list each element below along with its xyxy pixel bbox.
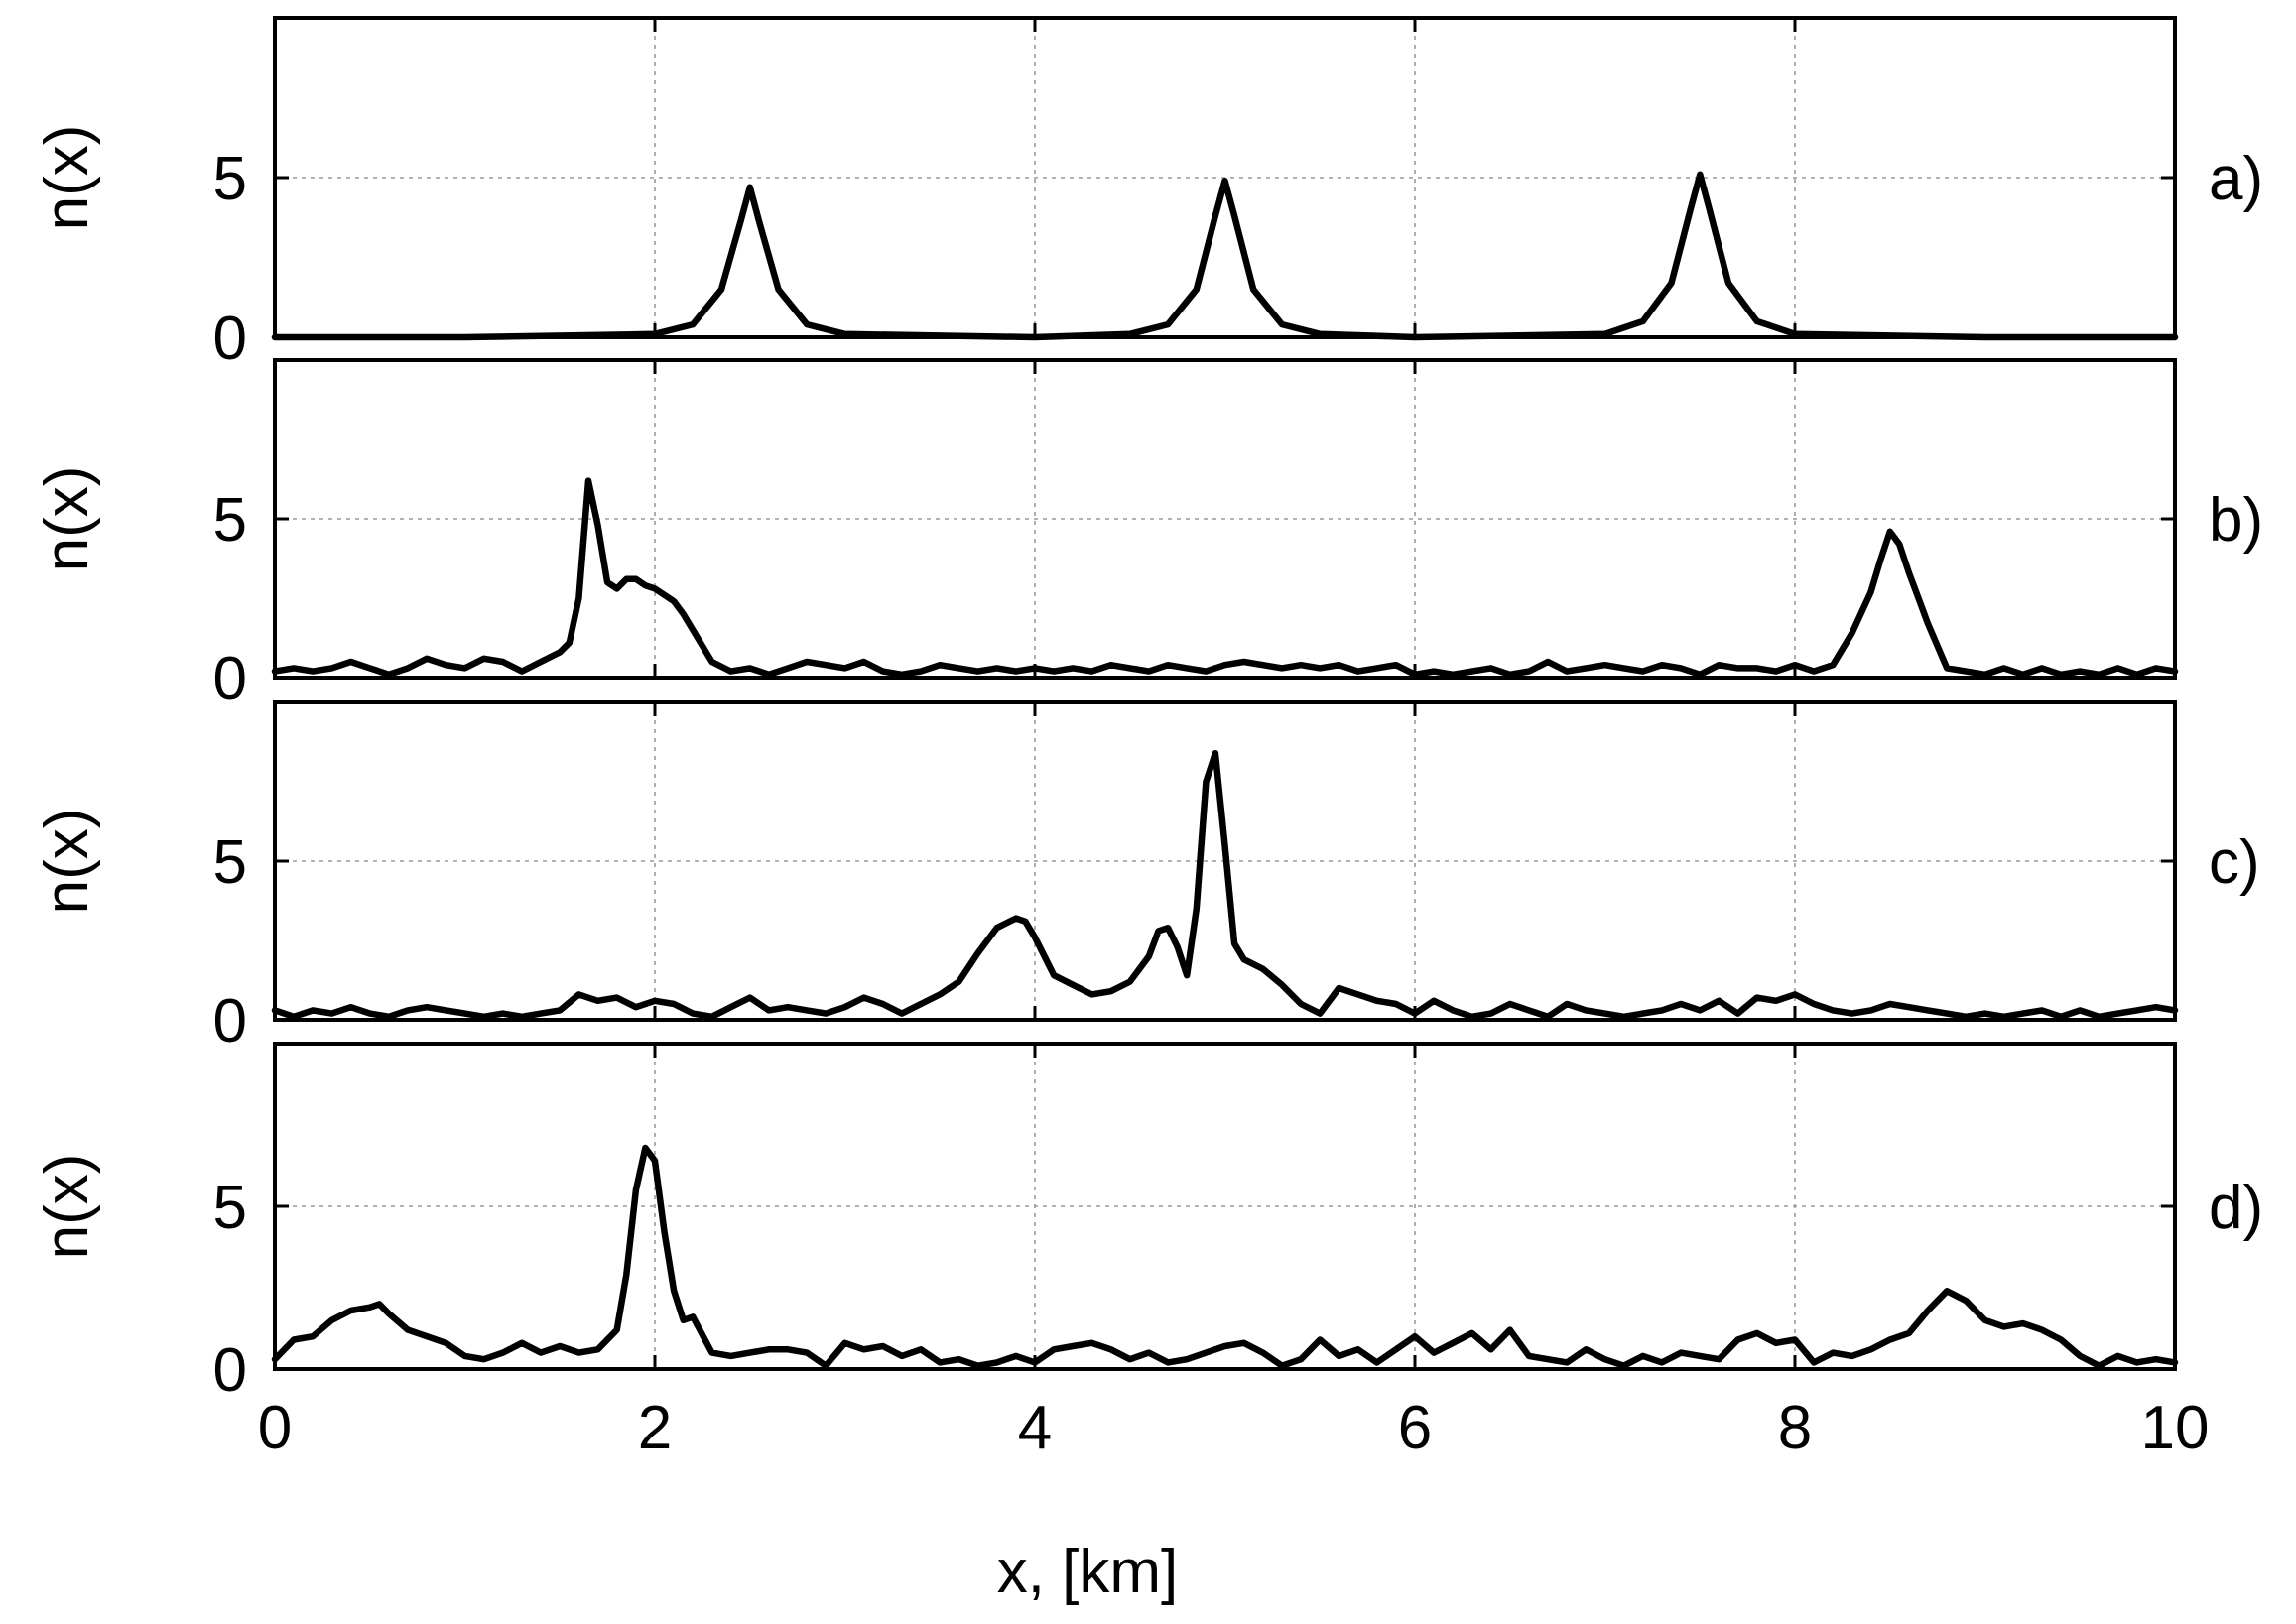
chart-panels: 0 5 n(x) a) 0 5 n(x) b) 0 5 n(x) c) 0 5 n(x) d) [33, 16, 2263, 1405]
panel-b: 0 5 n(x) b) [33, 358, 2263, 713]
y-axis-label: n(x) [33, 466, 101, 572]
y-tick-label: 5 [213, 1174, 247, 1242]
y-tick-label: 0 [213, 987, 247, 1056]
y-tick-label: 0 [213, 305, 247, 373]
panel-label: b) [2209, 486, 2263, 555]
x-axis: 0 2 4 6 8 10 [258, 1394, 2210, 1462]
y-tick-label: 0 [213, 645, 247, 713]
x-tick-label: 6 [1398, 1394, 1432, 1462]
y-tick-label: 5 [213, 486, 247, 555]
x-tick-label: 8 [1778, 1394, 1812, 1462]
x-tick-label: 10 [2141, 1394, 2210, 1462]
y-tick-label: 5 [213, 145, 247, 213]
series-line [271, 749, 2179, 1021]
y-axis-label: n(x) [33, 1154, 101, 1260]
y-tick-label: 0 [213, 1336, 247, 1405]
panel-label: a) [2209, 145, 2263, 213]
y-tick-label: 5 [213, 828, 247, 897]
y-axis-label: n(x) [33, 809, 101, 915]
series-line [271, 1144, 2179, 1369]
panel-label: d) [2209, 1174, 2263, 1242]
panel-label: c) [2209, 828, 2260, 897]
series-line [271, 171, 2179, 341]
x-tick-label: 0 [258, 1394, 292, 1462]
y-axis-label: n(x) [33, 125, 101, 231]
x-tick-label: 2 [638, 1394, 672, 1462]
panel-c: 0 5 n(x) c) [33, 700, 2260, 1056]
series-line [271, 477, 2179, 679]
panel-a: 0 5 n(x) a) [33, 16, 2263, 373]
x-axis-label: x, [km] [997, 1538, 1179, 1606]
x-tick-label: 4 [1018, 1394, 1052, 1462]
panel-d: 0 5 n(x) d) [33, 1042, 2263, 1405]
